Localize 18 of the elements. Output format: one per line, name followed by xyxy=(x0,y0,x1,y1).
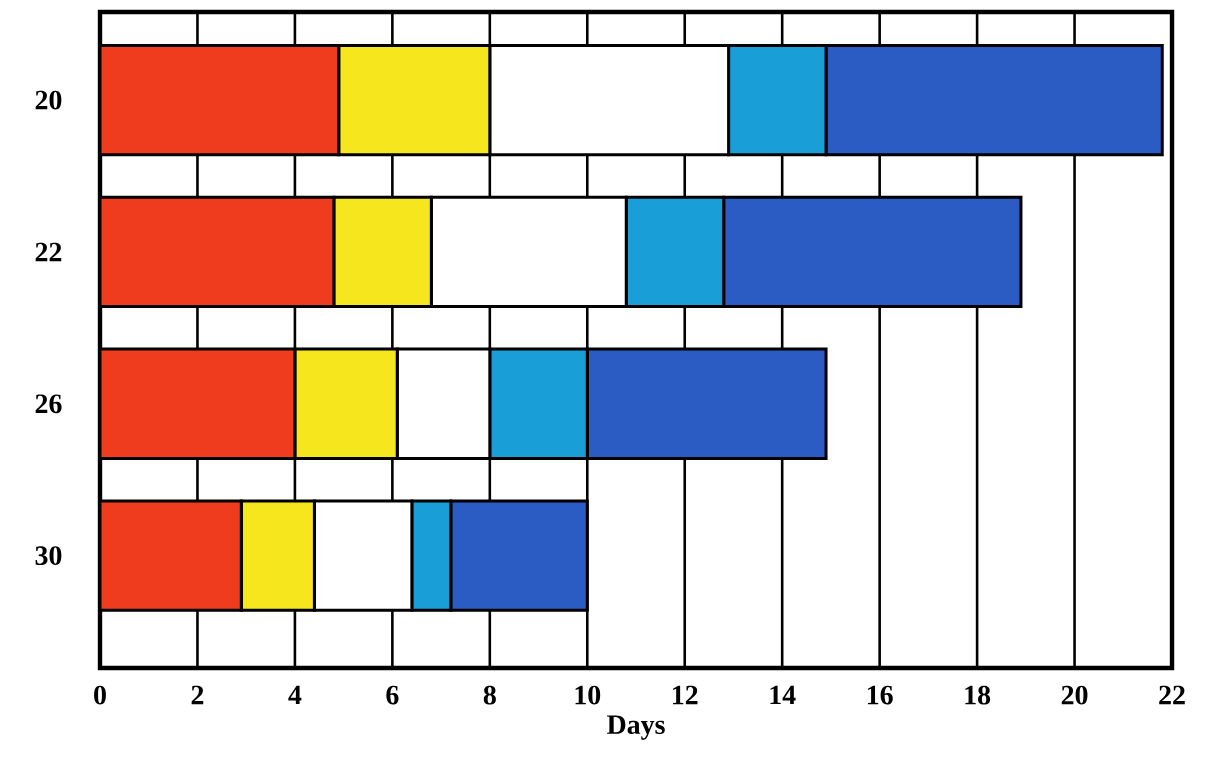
x-axis-title: Days xyxy=(607,715,665,740)
x-tick-label: 2 xyxy=(191,685,204,705)
y-tick-label: 22 xyxy=(35,242,62,262)
x-tick-label: 20 xyxy=(1061,685,1088,705)
bar xyxy=(100,499,243,612)
x-tick-label: 18 xyxy=(965,685,991,705)
x-tick-label: 14 xyxy=(770,685,796,705)
x-tick-label: 4 xyxy=(288,685,302,705)
x-tick-label: 0 xyxy=(94,685,106,705)
y-tick-label: 30 xyxy=(35,546,62,566)
x-tick-label: 8 xyxy=(483,685,496,705)
x-tick-label: 10 xyxy=(575,685,601,705)
x-tick-label: 6 xyxy=(386,685,399,705)
x-tick-label: 12 xyxy=(673,685,698,705)
y-tick-label: 20 xyxy=(35,90,62,110)
x-tick-label: 16 xyxy=(867,685,893,705)
x-tick-label: 22 xyxy=(1159,685,1185,705)
y-tick-label: 26 xyxy=(35,394,62,414)
